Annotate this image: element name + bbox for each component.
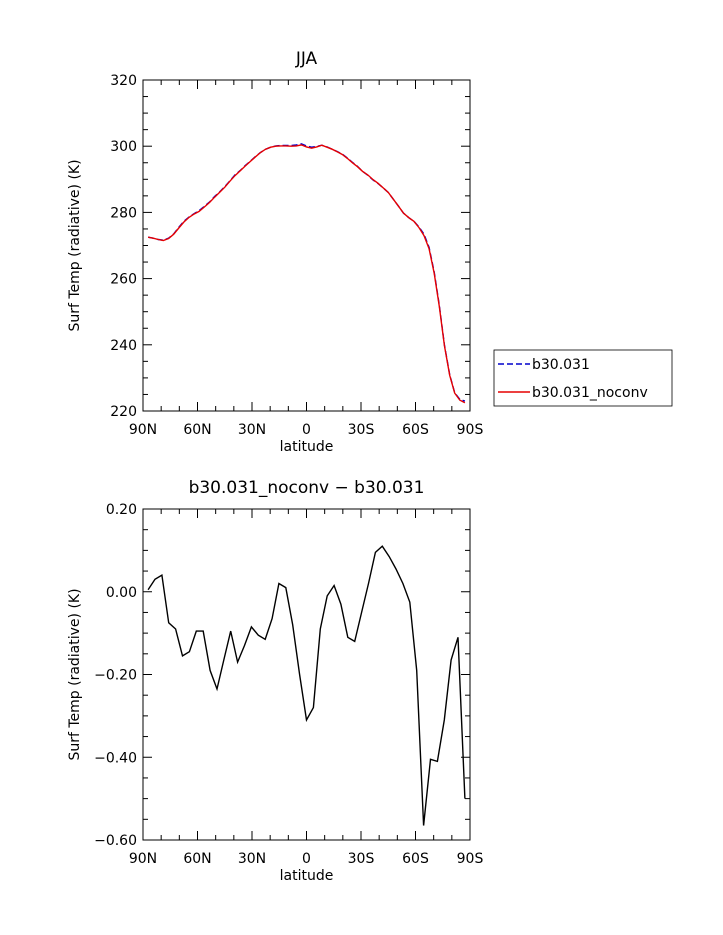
y-tick-label: 260 [110,272,137,288]
x-tick-label: 90S [457,851,484,867]
series-line-0 [147,545,466,826]
x-tick-label: 30N [238,851,266,867]
y-tick-label: −0.60 [94,833,137,849]
y-tick-label: −0.20 [94,668,137,684]
chart-title: b30.031_noconv − b30.031 [189,478,425,498]
legend-label-b30-031-noconv: b30.031_noconv [532,385,648,401]
x-tick-label: 0 [302,851,311,867]
x-axis-label: latitude [280,439,334,455]
x-tick-label: 60S [402,851,429,867]
legend-label-b30-031: b30.031 [532,357,590,373]
x-tick-label: 90N [129,422,157,438]
x-tick-label: 0 [302,422,311,438]
x-tick-label: 30N [238,422,266,438]
x-tick-label: 90N [129,851,157,867]
y-tick-label: 300 [110,139,137,155]
y-tick-label: 320 [110,73,137,89]
legend-box [493,349,673,407]
legend: b30.031 b30.031_noconv [493,349,673,407]
series-line-0 [147,143,466,402]
x-tick-label: 30S [348,422,375,438]
series-line-1 [147,144,466,404]
plot-frame [142,508,471,841]
y-tick-label: 220 [110,404,137,420]
x-axis-label: latitude [280,868,334,884]
chart-title: JJA [295,49,318,69]
y-tick-label: 280 [110,205,137,221]
y-tick-label: 0.00 [106,585,137,601]
panel-top: 90N 60N 30N 0 30S 60S 90S 220 240 260 280 300 320 JJA… [67,49,483,455]
plot-frame [142,79,471,412]
y-axis-label: Surf Temp (radiative) (K) [67,159,83,331]
y-tick-label: −0.40 [94,750,137,766]
panel-bottom: 90N 60N 30N 0 30S 60S 90S −0.60 −0.40 −0.20 0.00 0.… [67,478,483,884]
x-tick-label: 60N [183,422,211,438]
y-tick-label: 240 [110,338,137,354]
x-tick-label: 60N [183,851,211,867]
x-tick-label: 30S [348,851,375,867]
x-tick-label: 90S [457,422,484,438]
y-tick-label: 0.20 [106,502,137,518]
y-axis-label: Surf Temp (radiative) (K) [67,588,83,760]
x-tick-label: 60S [402,422,429,438]
